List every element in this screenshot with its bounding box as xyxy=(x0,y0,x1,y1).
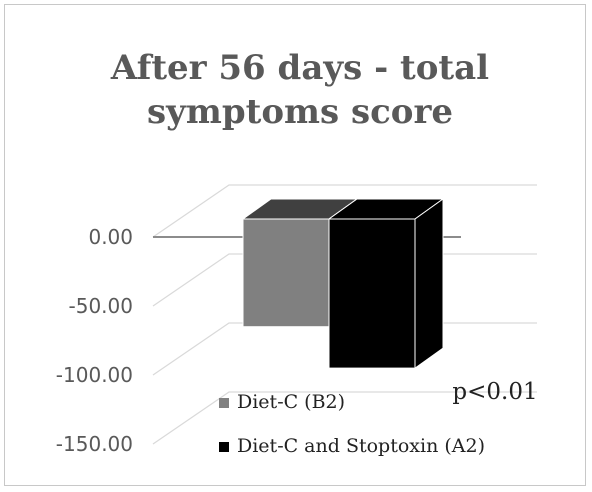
chart-title-line-2: symptoms score xyxy=(147,92,453,132)
chart-frame: After 56 days - total symptoms score 0.0… xyxy=(4,4,586,486)
bars xyxy=(241,198,445,370)
bar-side-face xyxy=(414,198,444,370)
bar-diet-c-stoptoxin xyxy=(328,218,416,369)
legend: Diet-C (B2) Diet-C and Stoptoxin (A2) xyxy=(219,391,485,457)
y-tick-label: -50.00 xyxy=(69,294,133,318)
gridline xyxy=(152,391,537,445)
legend-swatch xyxy=(219,442,229,452)
chart-area: After 56 days - total symptoms score 0.0… xyxy=(56,48,538,457)
gridline xyxy=(152,184,537,238)
significance-annotation: p<0.01 xyxy=(452,379,537,405)
y-axis-ticks: 0.00 -50.00 -100.00 -150.00 xyxy=(56,225,133,456)
legend-label: Diet-C and Stoptoxin (A2) xyxy=(237,435,485,457)
legend-label: Diet-C (B2) xyxy=(237,391,345,413)
legend-swatch xyxy=(219,398,229,408)
chart-title-line-1: After 56 days - total xyxy=(110,48,489,88)
bar-diet-c xyxy=(242,218,330,328)
y-tick-label: 0.00 xyxy=(88,225,133,249)
y-tick-label: -150.00 xyxy=(56,432,133,456)
y-tick-label: -100.00 xyxy=(56,363,133,387)
